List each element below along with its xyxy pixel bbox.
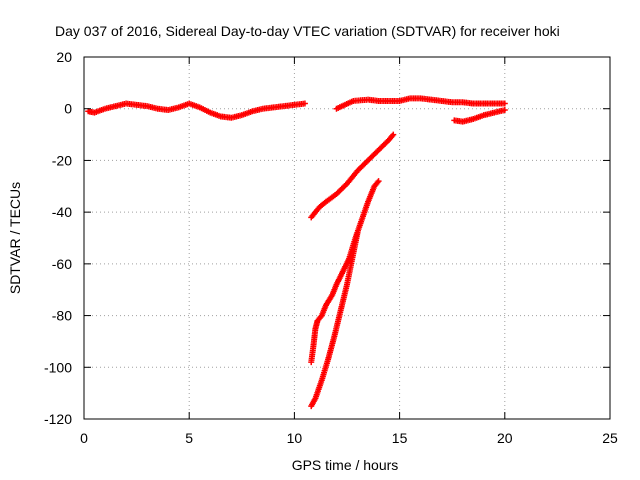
y-tick-label: -120 xyxy=(44,411,72,427)
x-tick-label: 10 xyxy=(287,430,303,446)
x-tick-label: 25 xyxy=(602,430,618,446)
data-segment xyxy=(451,107,508,125)
data-segment xyxy=(308,178,382,366)
data-point xyxy=(501,100,508,107)
y-tick-label: -20 xyxy=(52,152,72,168)
data-segment xyxy=(85,100,308,121)
y-tick-label: -40 xyxy=(52,204,72,220)
x-axis-label: GPS time / hours xyxy=(292,457,399,473)
y-tick-label: -100 xyxy=(44,359,72,375)
data-segment xyxy=(308,229,361,410)
data-segment xyxy=(308,131,397,221)
y-tick-label: 20 xyxy=(56,49,72,65)
ticks-layer: 0 5 10 15 20 25 -120 -100 -80 -60 -40 -20 0 20 xyxy=(44,49,618,446)
data-segment xyxy=(333,95,508,112)
data-point xyxy=(354,229,361,236)
data-point xyxy=(301,100,308,107)
data-point xyxy=(375,178,382,185)
x-tick-label: 0 xyxy=(80,430,88,446)
y-tick-label: 0 xyxy=(64,101,72,117)
data-layer xyxy=(85,95,508,410)
x-tick-label: 15 xyxy=(392,430,408,446)
gridlines xyxy=(84,57,610,419)
y-tick-label: -80 xyxy=(52,308,72,324)
y-axis-label: SDTVAR / TECUs xyxy=(7,182,23,294)
data-point xyxy=(390,131,397,138)
data-point xyxy=(501,107,508,114)
y-tick-label: -60 xyxy=(52,256,72,272)
x-tick-label: 5 xyxy=(185,430,193,446)
x-tick-label: 20 xyxy=(497,430,513,446)
chart-title: Day 037 of 2016, Sidereal Day-to-day VTE… xyxy=(55,23,560,39)
plot-frame xyxy=(83,56,611,420)
